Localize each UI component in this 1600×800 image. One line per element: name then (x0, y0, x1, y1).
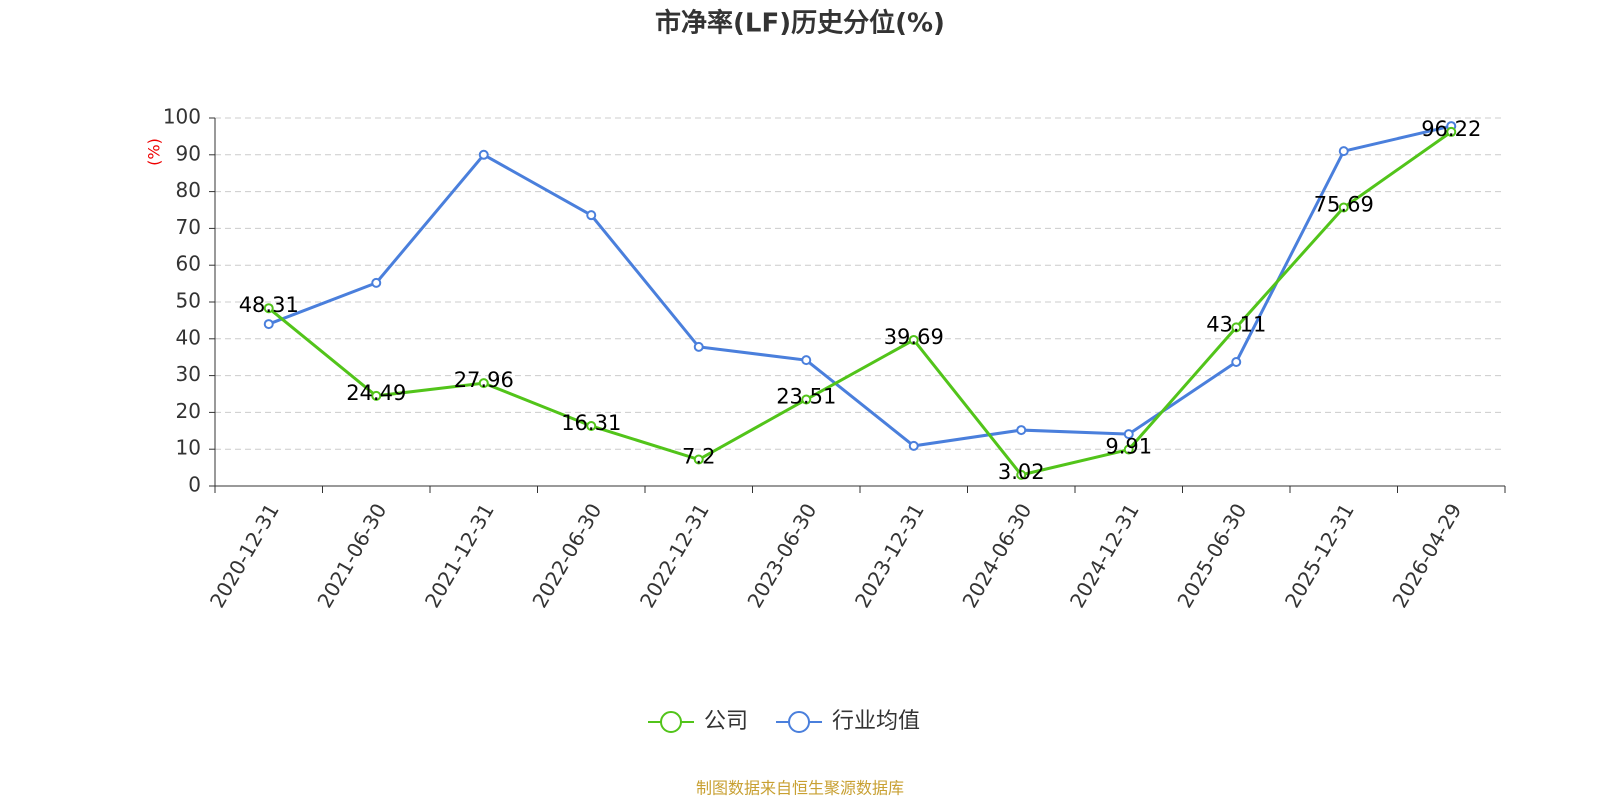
x-tick-label: 2021-12-31 (420, 499, 499, 612)
y-tick-label: 10 (176, 436, 201, 460)
data-point (1123, 429, 1134, 440)
x-tick-label: 2025-06-30 (1172, 499, 1251, 612)
legend-label: 行业均值 (832, 709, 920, 734)
series-line (268, 124, 1452, 448)
data-label: 27.96 (454, 368, 514, 392)
data-point (586, 210, 597, 221)
legend-marker (660, 711, 682, 733)
source-note: 制图数据来自恒生聚源数据库 (696, 779, 904, 798)
data-label: 24.49 (346, 381, 406, 405)
data-point (1338, 146, 1349, 157)
data-label: 48.31 (239, 293, 299, 317)
data-point (908, 334, 919, 345)
data-label: 16.31 (561, 411, 621, 435)
data-label: 7.2 (682, 445, 715, 469)
data-point (478, 149, 489, 160)
data-point (478, 378, 489, 389)
x-tick-label: 2023-06-30 (742, 499, 821, 612)
y-tick-label: 100 (163, 105, 201, 129)
x-tick-label: 2023-12-31 (850, 499, 929, 612)
data-label: 3.02 (998, 460, 1045, 484)
y-tick-label: 0 (188, 473, 201, 497)
x-tick-label: 2020-12-31 (205, 499, 284, 612)
y-tick-label: 80 (176, 178, 201, 202)
data-point (371, 390, 382, 401)
x-tick-label: 2024-06-30 (957, 499, 1036, 612)
data-point (908, 440, 919, 451)
x-tick-label: 2026-04-29 (1387, 499, 1466, 612)
data-point (801, 394, 812, 405)
data-point (1123, 444, 1134, 455)
data-label: 9.91 (1105, 435, 1152, 459)
legend-marker (788, 711, 811, 733)
data-point (693, 341, 704, 352)
data-point (263, 303, 274, 314)
x-tick-label: 2022-12-31 (635, 499, 714, 612)
y-tick-label: 20 (176, 399, 201, 423)
data-label: 23.51 (776, 384, 836, 408)
data-point (1016, 425, 1027, 436)
data-point (1446, 126, 1457, 137)
series-line (267, 130, 1453, 477)
data-label: 43.11 (1206, 312, 1266, 336)
data-label: 96.22 (1421, 117, 1481, 141)
y-tick-label: 60 (176, 252, 201, 276)
y-axis-label: (%) (145, 138, 164, 166)
y-tick-label: 70 (176, 215, 201, 239)
data-label: 75.69 (1314, 192, 1374, 216)
data-point (693, 454, 704, 465)
x-tick-label: 2025-12-31 (1280, 499, 1359, 612)
data-point (1016, 469, 1027, 480)
y-tick-label: 90 (176, 141, 201, 165)
y-tick-label: 30 (176, 362, 201, 386)
data-point (371, 277, 382, 288)
x-tick-label: 2024-12-31 (1065, 499, 1144, 612)
data-point (1338, 202, 1349, 213)
data-point (586, 420, 597, 431)
y-tick-label: 50 (176, 289, 201, 313)
data-point (801, 355, 812, 366)
data-point (1231, 322, 1242, 333)
chart-title: 市净率(LF)历史分位(%) (655, 8, 945, 39)
data-point (1231, 356, 1242, 367)
y-tick-label: 40 (176, 325, 201, 349)
x-tick-label: 2021-06-30 (312, 499, 391, 612)
data-point (263, 319, 274, 330)
legend-label: 公司 (704, 709, 748, 734)
x-tick-label: 2022-06-30 (527, 499, 606, 612)
data-label: 39.69 (884, 325, 944, 349)
